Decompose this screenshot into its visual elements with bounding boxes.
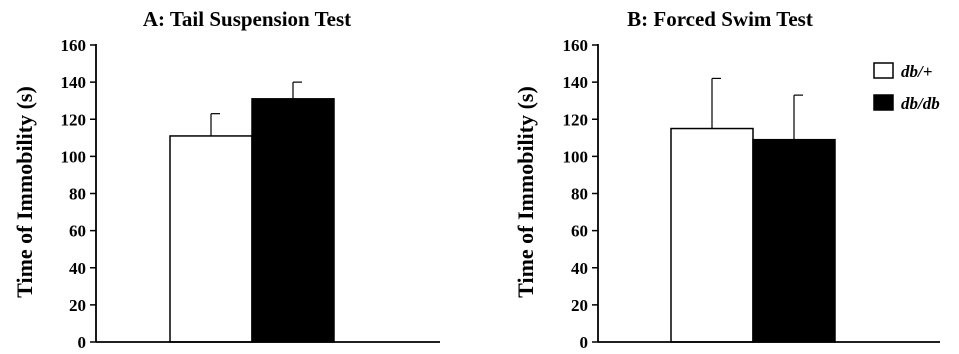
y-tick-label: 120 — [563, 110, 589, 129]
legend-label: db/+ — [901, 62, 932, 81]
axes — [597, 44, 940, 343]
bar-db-het — [169, 135, 253, 343]
legend-swatch — [873, 94, 894, 111]
y-tick-label: 80 — [571, 185, 588, 204]
chart-title: A: Tail Suspension Test — [143, 7, 351, 31]
bar-db-db — [251, 98, 335, 343]
y-tick-label: 140 — [563, 73, 589, 92]
y-axis-label: Time of Immobility (s) — [12, 86, 37, 298]
panel-b: B: Forced Swim Test Time of Immobility (… — [513, 7, 940, 352]
y-tick-label: 160 — [61, 36, 87, 55]
chart-title: B: Forced Swim Test — [627, 7, 813, 31]
y-tick-label: 100 — [61, 147, 87, 166]
y-tick-label: 80 — [69, 185, 86, 204]
y-tick-label: 0 — [78, 333, 87, 352]
y-tick-label: 140 — [61, 73, 87, 92]
y-tick-label: 20 — [571, 296, 588, 315]
y-tick-label: 40 — [571, 259, 588, 278]
y-axis-ticks: 0 20 40 60 80 100 120 140 160 — [61, 36, 96, 352]
y-tick-label: 60 — [571, 222, 588, 241]
y-tick-label: 0 — [580, 333, 589, 352]
y-tick-label: 40 — [69, 259, 86, 278]
y-tick-label: 120 — [61, 110, 87, 129]
y-tick-label: 20 — [69, 296, 86, 315]
legend: db/+ db/db — [873, 62, 940, 113]
legend-swatch — [873, 62, 894, 79]
panel-a: A: Tail Suspension Test Time of Immobili… — [12, 7, 440, 352]
y-axis-ticks: 0 20 40 60 80 100 120 140 160 — [563, 36, 598, 352]
y-tick-label: 160 — [563, 36, 589, 55]
bar-db-het — [670, 127, 754, 343]
bars — [670, 77, 836, 343]
bars — [169, 81, 335, 343]
axes — [95, 44, 440, 343]
y-tick-label: 60 — [69, 222, 86, 241]
legend-label: db/db — [901, 94, 940, 113]
y-tick-label: 100 — [563, 147, 589, 166]
y-axis-label: Time of Immobility (s) — [513, 86, 538, 298]
bar-db-db — [752, 138, 836, 343]
